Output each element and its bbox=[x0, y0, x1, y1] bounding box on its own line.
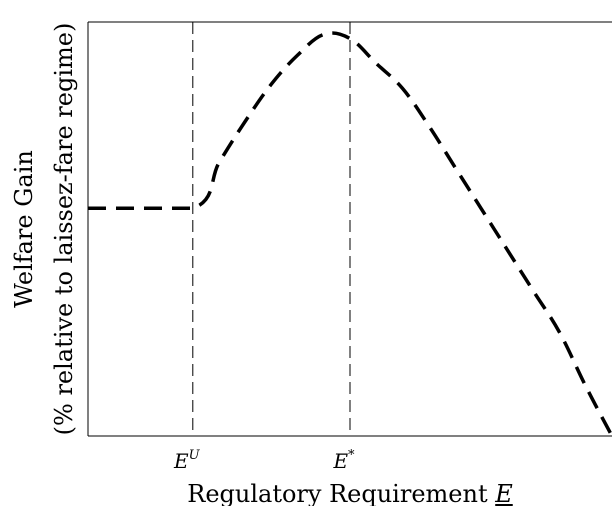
y-axis-label-line2: (% relative to laissez-fare regime) bbox=[50, 23, 78, 436]
x-axis-label-symbol: E bbox=[494, 480, 513, 506]
x-tick-label-1: EU bbox=[173, 448, 201, 473]
x-axis-label: Regulatory Requirement E bbox=[187, 480, 513, 506]
y-axis-label-line1: Welfare Gain bbox=[10, 150, 38, 308]
x-tick-label-2: E* bbox=[332, 448, 355, 473]
x-tick-labels: EU E* bbox=[173, 448, 355, 473]
series-line-1 bbox=[88, 31, 612, 437]
series-group bbox=[88, 31, 612, 437]
vertical-reference-lines bbox=[192, 22, 351, 436]
x-axis-label-text: Regulatory Requirement bbox=[187, 480, 495, 506]
